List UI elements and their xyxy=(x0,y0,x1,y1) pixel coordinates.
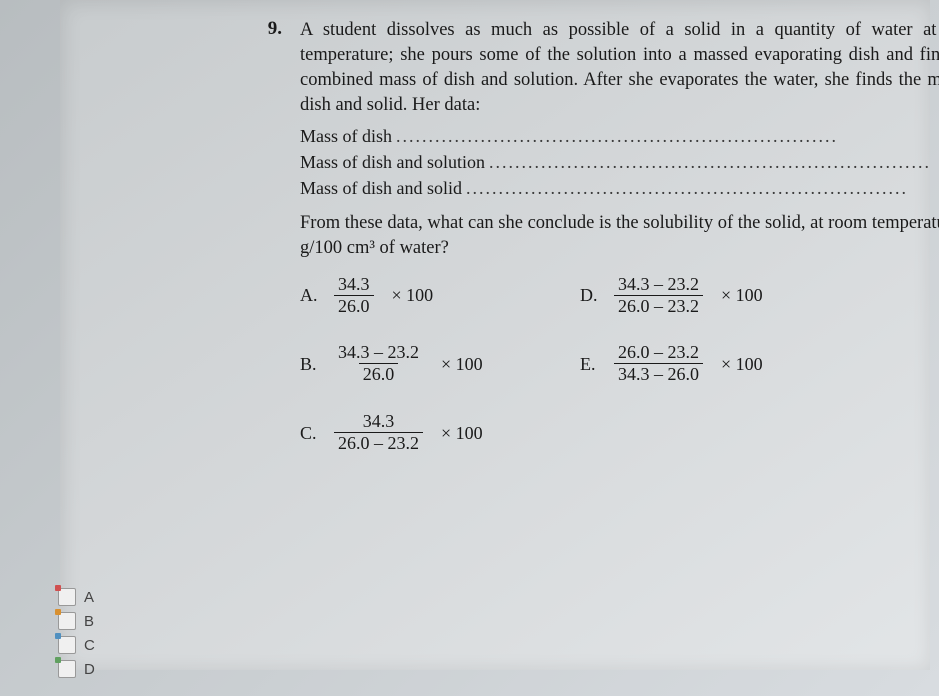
fraction-numerator: 34.3 – 23.2 xyxy=(614,275,703,295)
data-row: Mass of dish 23.2 g xyxy=(300,124,939,148)
choice-d: D. 34.3 – 23.2 26.0 – 23.2 × 100 xyxy=(580,275,840,316)
data-row: Mass of dish and solution 34.3 g xyxy=(300,150,939,174)
fraction: 26.0 – 23.2 34.3 – 26.0 xyxy=(614,343,703,384)
question-intro: A student dissolves as much as possible … xyxy=(300,18,939,118)
choice-b: B. 34.3 – 23.2 26.0 × 100 xyxy=(300,343,560,384)
fraction-denominator: 26.0 – 23.2 xyxy=(614,295,703,316)
question-followup: From these data, what can she conclude i… xyxy=(300,211,939,261)
fraction-numerator: 34.3 xyxy=(359,412,399,432)
answer-label: D xyxy=(84,661,95,678)
fraction-numerator: 26.0 – 23.2 xyxy=(614,343,703,363)
choices-grid: A. 34.3 26.0 × 100 D. 34.3 – 23.2 26.0 –… xyxy=(300,275,939,453)
multiplier: × 100 xyxy=(441,421,483,445)
choice-letter: C. xyxy=(300,421,320,445)
fraction-denominator: 26.0 xyxy=(359,363,399,384)
answer-button-a[interactable]: A xyxy=(58,588,95,606)
choice-a: A. 34.3 26.0 × 100 xyxy=(300,275,560,316)
fraction-denominator: 26.0 xyxy=(334,295,374,316)
fraction: 34.3 – 23.2 26.0 xyxy=(334,343,423,384)
choice-letter: D. xyxy=(580,283,600,307)
answer-button-b[interactable]: B xyxy=(58,612,95,630)
fraction-denominator: 34.3 – 26.0 xyxy=(614,363,703,384)
radio-icon xyxy=(58,660,76,678)
answer-label: C xyxy=(84,637,95,654)
question-number: 9. xyxy=(260,18,282,453)
fraction: 34.3 26.0 xyxy=(334,275,374,316)
answer-button-c[interactable]: C xyxy=(58,636,95,654)
data-label: Mass of dish and solid xyxy=(300,176,462,200)
question-page: 9. A student dissolves as much as possib… xyxy=(60,0,930,670)
multiplier: × 100 xyxy=(721,352,763,376)
data-label: Mass of dish and solution xyxy=(300,150,485,174)
multiplier: × 100 xyxy=(441,352,483,376)
question-body: A student dissolves as much as possible … xyxy=(300,18,939,453)
answer-label: A xyxy=(84,589,94,606)
data-label: Mass of dish xyxy=(300,124,392,148)
data-value: 23.2 g xyxy=(935,124,939,148)
choice-letter: A. xyxy=(300,283,320,307)
leader-dots xyxy=(485,150,935,174)
choice-letter: E. xyxy=(580,352,600,376)
multiplier: × 100 xyxy=(392,283,434,307)
leader-dots xyxy=(462,176,935,200)
radio-icon xyxy=(58,612,76,630)
fraction: 34.3 – 23.2 26.0 – 23.2 xyxy=(614,275,703,316)
fraction: 34.3 26.0 – 23.2 xyxy=(334,412,423,453)
answer-button-d[interactable]: D xyxy=(58,660,95,678)
fraction-numerator: 34.3 xyxy=(334,275,374,295)
choice-e: E. 26.0 – 23.2 34.3 – 26.0 × 100 xyxy=(580,343,840,384)
answer-buttons: A B C D xyxy=(58,588,95,678)
data-rows: Mass of dish 23.2 g Mass of dish and sol… xyxy=(300,124,939,201)
multiplier: × 100 xyxy=(721,283,763,307)
choice-letter: B. xyxy=(300,352,320,376)
choice-c: C. 34.3 26.0 – 23.2 × 100 xyxy=(300,412,560,453)
fraction-numerator: 34.3 – 23.2 xyxy=(334,343,423,363)
leader-dots xyxy=(392,124,935,148)
fraction-denominator: 26.0 – 23.2 xyxy=(334,432,423,453)
data-value: 26.0 g xyxy=(935,176,939,200)
answer-label: B xyxy=(84,613,94,630)
radio-icon xyxy=(58,636,76,654)
question-row: 9. A student dissolves as much as possib… xyxy=(260,18,890,453)
radio-icon xyxy=(58,588,76,606)
data-row: Mass of dish and solid 26.0 g xyxy=(300,176,939,200)
data-value: 34.3 g xyxy=(935,150,939,174)
